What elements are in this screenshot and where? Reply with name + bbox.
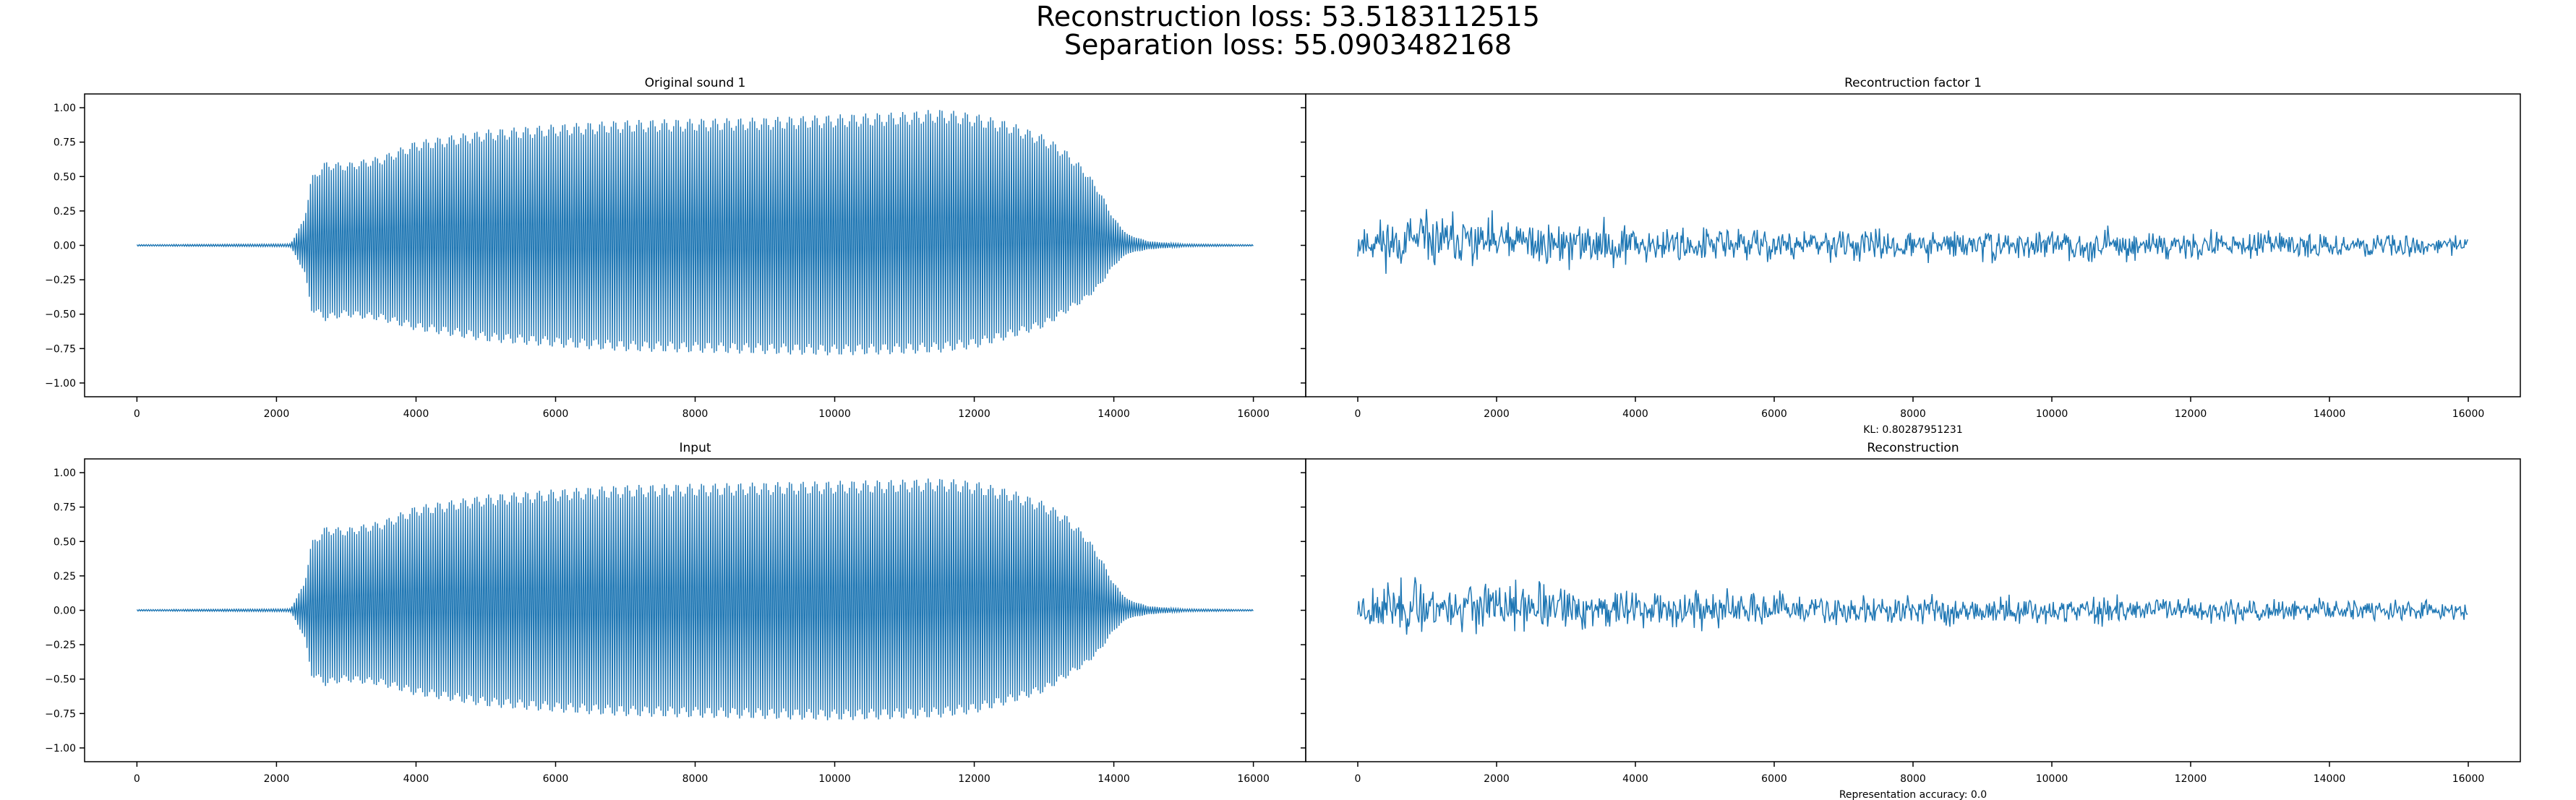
x-tick-label: 8000 <box>682 773 709 785</box>
x-tick-label: 12000 <box>958 773 990 785</box>
y-tick-label: 0.75 <box>54 502 76 514</box>
x-tick-label: 0 <box>1355 773 1361 785</box>
x-tick-label: 14000 <box>1097 408 1130 420</box>
subplot-title: Recontruction factor 1 <box>1844 76 1982 90</box>
x-tick-label: 4000 <box>1622 773 1648 785</box>
y-tick-label: 0.25 <box>54 206 76 218</box>
x-tick-label: 14000 <box>1097 773 1130 785</box>
x-tick-label: 2000 <box>1484 773 1510 785</box>
subplot-1: 0 2000 4000 6000 8000 10000 12000 14000 16000 −1.… <box>45 76 1306 420</box>
waveform-line <box>136 110 1254 356</box>
x-tick-label: 10000 <box>818 408 851 420</box>
y-tick-label: 0.00 <box>54 241 76 252</box>
waveform-line <box>136 478 1254 721</box>
x-tick-label: 14000 <box>2314 408 2346 420</box>
x-tick-label: 0 <box>1355 408 1361 420</box>
figure-suptitle-line1: Reconstruction loss: 53.5183112515 <box>1036 1 1540 33</box>
x-tick-label: 12000 <box>2175 408 2207 420</box>
subplot-title: Reconstruction <box>1867 441 1959 455</box>
x-tick-label: 10000 <box>818 773 851 785</box>
y-tick-label: −0.25 <box>45 275 76 286</box>
subplot-4: 0 2000 4000 6000 8000 10000 12000 14000 16000 Rec… <box>1301 441 2521 800</box>
subplot-title: Original sound 1 <box>645 76 746 90</box>
figure-suptitle-line2: Separation loss: 55.0903482168 <box>1064 29 1512 61</box>
subplot-title: Input <box>679 441 711 455</box>
y-tick-label: −1.00 <box>45 743 76 754</box>
y-tick-label: −0.50 <box>45 674 76 686</box>
x-tick-label: 4000 <box>403 408 429 420</box>
y-tick-label: 0.75 <box>54 137 76 149</box>
x-tick-label: 12000 <box>958 408 990 420</box>
subplot-2: 0 2000 4000 6000 8000 10000 12000 14000 16000 Rec… <box>1301 76 2521 436</box>
waveform-line <box>1357 577 2468 635</box>
x-tick-label: 4000 <box>403 773 429 785</box>
x-tick-label: 6000 <box>1761 773 1787 785</box>
x-tick-label: 8000 <box>682 408 709 420</box>
x-axis-label: Representation accuracy: 0.0 <box>1839 789 1987 800</box>
x-tick-label: 6000 <box>1761 408 1787 420</box>
x-tick-label: 2000 <box>1484 408 1510 420</box>
x-axis-label: KL: 0.80287951231 <box>1863 424 1962 436</box>
x-tick-label: 16000 <box>2452 408 2485 420</box>
x-tick-label: 0 <box>134 408 140 420</box>
x-tick-label: 12000 <box>2175 773 2207 785</box>
waveform-line <box>1357 209 2468 274</box>
x-tick-label: 4000 <box>1622 408 1648 420</box>
y-tick-label: 1.00 <box>54 468 76 479</box>
y-tick-label: 0.25 <box>54 571 76 582</box>
y-tick-label: 1.00 <box>54 103 76 114</box>
x-tick-label: 16000 <box>1237 408 1270 420</box>
y-tick-label: 0.50 <box>54 171 76 183</box>
x-tick-label: 2000 <box>264 773 290 785</box>
x-tick-label: 16000 <box>2452 773 2485 785</box>
x-tick-label: 10000 <box>2036 408 2068 420</box>
y-tick-label: −0.25 <box>45 640 76 651</box>
y-tick-label: −1.00 <box>45 378 76 390</box>
x-tick-label: 14000 <box>2314 773 2346 785</box>
x-tick-label: 6000 <box>543 408 569 420</box>
y-tick-label: 0.50 <box>54 536 76 548</box>
y-tick-label: 0.00 <box>54 606 76 617</box>
x-tick-label: 16000 <box>1237 773 1270 785</box>
x-tick-label: 8000 <box>1900 773 1926 785</box>
x-tick-label: 10000 <box>2036 773 2068 785</box>
y-tick-label: −0.75 <box>45 343 76 355</box>
x-tick-label: 8000 <box>1900 408 1926 420</box>
y-tick-label: −0.50 <box>45 309 76 321</box>
x-tick-label: 2000 <box>264 408 290 420</box>
x-tick-label: 6000 <box>543 773 569 785</box>
subplot-3: 0 2000 4000 6000 8000 10000 12000 14000 16000 −1.… <box>45 441 1306 785</box>
x-tick-label: 0 <box>134 773 140 785</box>
y-tick-label: −0.75 <box>45 708 76 720</box>
